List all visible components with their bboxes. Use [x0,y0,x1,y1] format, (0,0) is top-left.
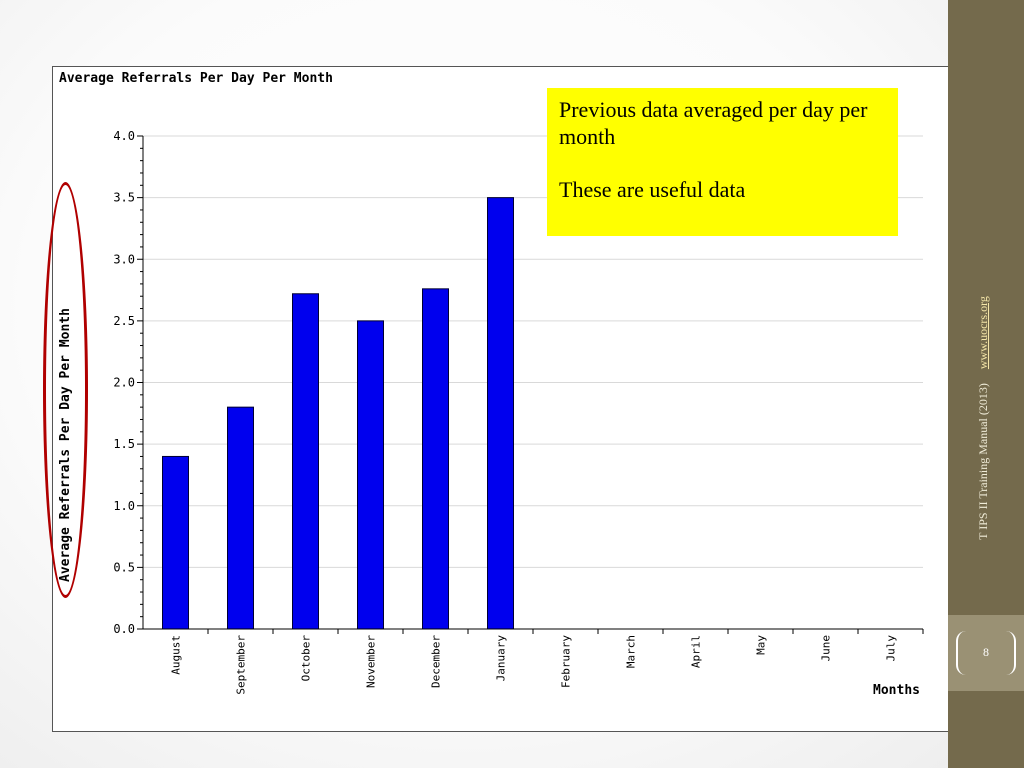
axes: 0.0 0.5 1.0 1.5 2.0 2.5 3.0 3.5 4.0 August Septemb… [113,129,924,695]
page-badge: 8 [948,615,1024,691]
sidebar-footer-text: T IPS II Training Manual (2013) [976,383,990,540]
bar-september [227,406,254,630]
page-number: 8 [983,645,989,659]
callout-line-2: These are useful data [559,177,746,202]
page-bracket [956,631,1016,675]
y-tick-label: 1.5 [113,437,135,451]
callout-box: Previous data averaged per day per month… [547,88,898,236]
x-tick-label: July [885,635,898,662]
x-tick-label: February [560,635,573,688]
bar-january [487,197,514,630]
x-tick-label: October [300,635,313,682]
y-tick-label: 0.0 [113,622,135,636]
bar-december [422,288,449,630]
highlight-oval [43,182,88,598]
x-tick-label: September [235,635,248,695]
x-tick-label: December [430,635,443,688]
x-tick-label: June [820,635,833,662]
x-axis-label: Months [873,683,920,698]
bar-august [162,455,189,630]
y-tick-label: 2.5 [113,314,135,328]
bars [162,197,514,630]
y-tick-label: 3.0 [113,252,135,266]
y-tick-label: 2.0 [113,376,135,390]
x-tick-label: April [690,635,703,668]
x-tick-label: March [625,635,638,668]
y-tick-label: 0.5 [113,560,135,574]
chart-title: Average Referrals Per Day Per Month [59,71,333,86]
y-tick-label: 1.0 [113,499,135,513]
x-tick-label: January [495,635,508,682]
callout-line-1: Previous data averaged per day per month [559,97,868,149]
x-tick-label: August [170,635,183,675]
sidebar-link[interactable]: www.uocrs.org [976,296,990,370]
sidebar-footer: T IPS II Training Manual (2013) www.uocrs… [976,208,996,628]
y-tick-label: 3.5 [113,191,135,205]
y-tick-label: 4.0 [113,129,135,143]
x-tick-label: November [365,635,378,688]
x-tick-label: May [755,635,768,655]
bar-november [357,320,384,630]
bar-october [292,293,319,630]
